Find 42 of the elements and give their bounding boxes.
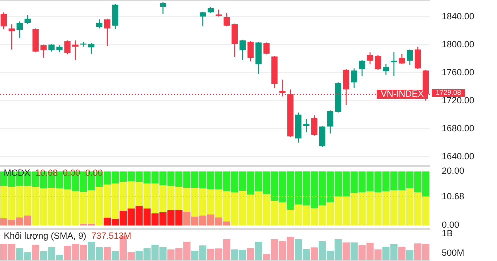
annotation: Khối lượng (SMA, 9) (4, 230, 86, 241)
candlestick (232, 23, 238, 58)
candlestick (240, 39, 246, 61)
ref-line-label: VN-INDEX (380, 88, 424, 99)
candlestick (96, 19, 103, 30)
candlestick (327, 110, 334, 134)
y-tick-label: 1680.00 (442, 123, 475, 134)
candlestick (351, 68, 358, 89)
y-tick-label: 1720.00 (442, 95, 475, 106)
y-tick-label: 1800.00 (442, 39, 475, 50)
candlestick (414, 46, 422, 70)
annotation: 737.513M (91, 230, 132, 241)
y-tick-label: 500M (442, 248, 465, 258)
candlestick (383, 64, 390, 76)
candlestick (303, 118, 310, 133)
candlestick (248, 40, 254, 62)
candlestick (8, 24, 16, 50)
candlestick (112, 4, 119, 30)
candlestick (406, 49, 414, 66)
candlestick (311, 115, 318, 136)
y-tick-label: 1840.00 (442, 11, 475, 22)
candlestick (264, 42, 270, 56)
y-tick-label: 10.68 (442, 191, 465, 202)
candlestick (0, 12, 8, 30)
y-tick-label: 20.00 (442, 166, 465, 176)
candlestick (24, 14, 31, 26)
y-tick-label: 1B (442, 228, 454, 238)
candlestick (256, 42, 262, 75)
candlestick (224, 12, 230, 28)
candlestick (88, 42, 95, 54)
candlestick (391, 52, 398, 77)
candlestick (160, 2, 166, 15)
candlestick (104, 18, 111, 47)
candlestick (319, 126, 326, 148)
candlestick (399, 53, 406, 65)
y-tick-label: 1640.00 (442, 151, 475, 162)
candlestick (16, 21, 24, 40)
y-tick-label: 1760.00 (442, 67, 475, 78)
candlestick (359, 60, 366, 77)
candlestick (296, 112, 302, 144)
y-tick-label: 0.00 (442, 220, 460, 230)
candlestick (200, 11, 206, 28)
